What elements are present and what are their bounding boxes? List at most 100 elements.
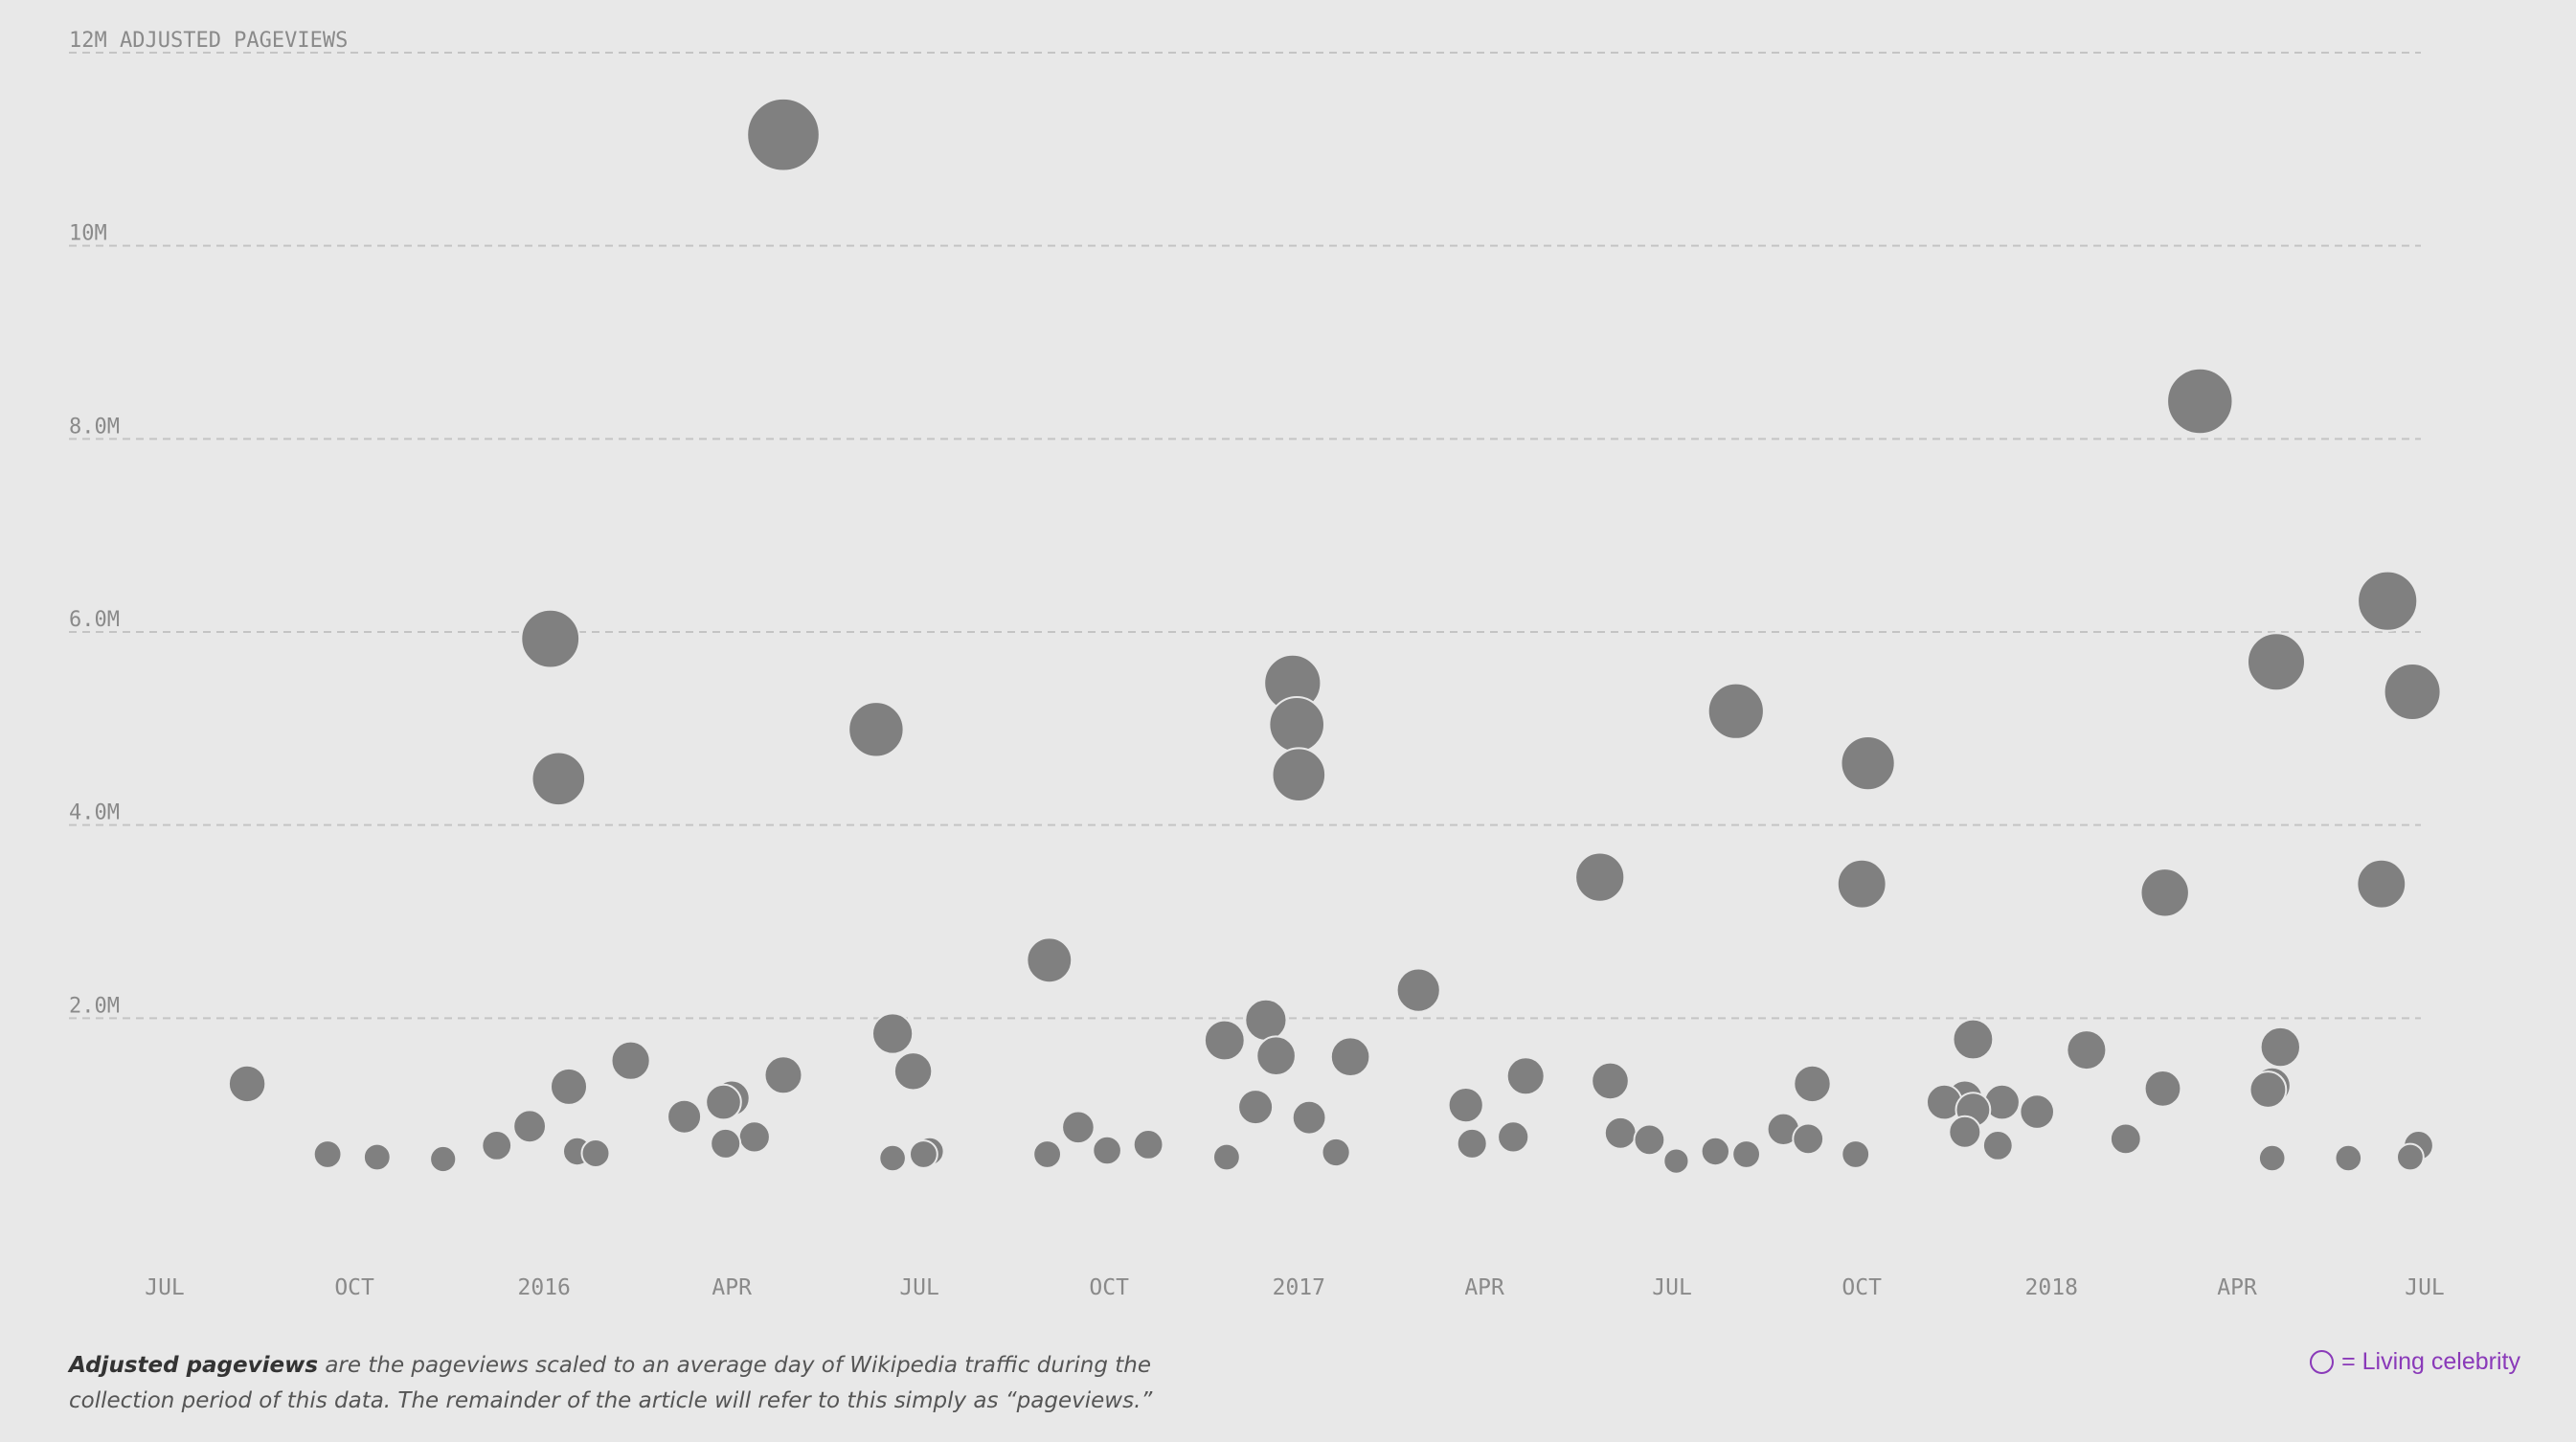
data-point[interactable] <box>737 1120 771 1154</box>
data-point[interactable] <box>667 1098 703 1135</box>
x-tick-label: JUL <box>899 1275 939 1300</box>
y-tick-label: 6.0M <box>69 608 120 632</box>
data-point[interactable] <box>2357 570 2419 632</box>
data-point[interactable] <box>1662 1147 1690 1175</box>
data-point[interactable] <box>1291 1099 1327 1136</box>
data-point[interactable] <box>1840 735 1896 792</box>
data-point[interactable] <box>1026 936 1073 984</box>
y-tick-label: 2.0M <box>69 994 120 1018</box>
data-point[interactable] <box>1574 851 1626 903</box>
data-point[interactable] <box>1505 1056 1546 1096</box>
data-point[interactable] <box>1603 1115 1638 1150</box>
data-point[interactable] <box>1321 1137 1351 1168</box>
data-point[interactable] <box>1792 1122 1825 1156</box>
data-point[interactable] <box>710 1127 742 1160</box>
legend-label: = Living celebrity <box>2341 1348 2520 1375</box>
data-point[interactable] <box>1497 1120 1530 1154</box>
footnote-term: Adjusted pageviews <box>69 1353 319 1378</box>
data-point[interactable] <box>2066 1029 2108 1071</box>
data-point[interactable] <box>705 1083 742 1121</box>
y-tick-label: 12M ADJUSTED PAGEVIEWS <box>69 29 348 53</box>
data-point[interactable] <box>2356 858 2407 910</box>
data-point[interactable] <box>1706 682 1765 740</box>
data-point[interactable] <box>746 97 821 172</box>
data-point[interactable] <box>2247 632 2306 692</box>
data-point[interactable] <box>550 1067 588 1106</box>
data-point[interactable] <box>909 1139 938 1169</box>
x-tick-label: JUL <box>2405 1275 2445 1300</box>
x-tick-label: OCT <box>1842 1275 1882 1300</box>
data-point[interactable] <box>1203 1019 1246 1062</box>
x-tick-label: OCT <box>334 1275 374 1300</box>
data-point[interactable] <box>1244 998 1288 1042</box>
legend: = Living celebrity <box>2310 1348 2520 1376</box>
data-point[interactable] <box>893 1051 934 1092</box>
living-celebrity-ring-icon <box>2310 1350 2335 1374</box>
data-point[interactable] <box>1456 1127 1488 1160</box>
x-tick-label: 2018 <box>2025 1275 2078 1300</box>
y-axis-ticks: 2.0M 4.0M 6.0M 8.0M 10M 12M ADJUSTED PAGEVIEW… <box>69 29 348 1018</box>
data-point[interactable] <box>1212 1142 1241 1172</box>
data-point[interactable] <box>1329 1036 1371 1077</box>
data-point[interactable] <box>512 1109 547 1144</box>
data-point[interactable] <box>2334 1143 2363 1173</box>
data-point[interactable] <box>2139 867 2190 918</box>
data-point[interactable] <box>1395 967 1441 1013</box>
x-tick-label: 2017 <box>1273 1275 1325 1300</box>
footnote: Adjusted pageviews are the pageviews sca… <box>69 1348 1218 1419</box>
data-point[interactable] <box>227 1064 267 1104</box>
y-tick-label: 10M <box>69 222 107 246</box>
data-point[interactable] <box>878 1143 907 1173</box>
data-point[interactable] <box>580 1138 611 1168</box>
data-point[interactable] <box>2257 1143 2287 1173</box>
data-point[interactable] <box>1237 1089 1275 1126</box>
data-point[interactable] <box>1981 1130 2014 1161</box>
data-point[interactable] <box>1092 1135 1122 1166</box>
data-point[interactable] <box>1793 1064 1832 1104</box>
scatter-chart: 2.0M 4.0M 6.0M 8.0M 10M 12M ADJUSTED PAGEVIEW… <box>69 29 2445 1300</box>
data-point[interactable] <box>1952 1018 1995 1061</box>
data-point[interactable] <box>2259 1025 2302 1069</box>
data-point[interactable] <box>2166 367 2234 436</box>
data-point[interactable] <box>1132 1129 1164 1160</box>
data-point[interactable] <box>312 1139 343 1169</box>
x-tick-label: APR <box>712 1275 752 1300</box>
data-point[interactable] <box>763 1055 803 1095</box>
data-point[interactable] <box>1032 1139 1062 1169</box>
data-point[interactable] <box>1731 1139 1761 1169</box>
x-axis-ticks: JUL OCT 2016 APR JUL OCT 2017 APR JUL OCT 2018 APR J… <box>145 1275 2445 1300</box>
x-tick-label: JUL <box>1652 1275 1692 1300</box>
data-point[interactable] <box>2019 1093 2055 1130</box>
data-point[interactable] <box>1841 1139 1871 1169</box>
data-point[interactable] <box>520 608 581 669</box>
data-point[interactable] <box>1447 1087 1484 1124</box>
data-point[interactable] <box>362 1142 392 1172</box>
data-point[interactable] <box>1255 1035 1297 1076</box>
data-points <box>227 97 2442 1175</box>
data-point[interactable] <box>481 1130 513 1161</box>
data-point[interactable] <box>429 1144 458 1174</box>
data-point[interactable] <box>2248 1070 2288 1109</box>
data-point[interactable] <box>2143 1070 2182 1108</box>
data-point[interactable] <box>1061 1110 1096 1145</box>
data-point[interactable] <box>1700 1136 1731 1167</box>
y-tick-label: 8.0M <box>69 415 120 439</box>
data-point[interactable] <box>1591 1061 1630 1101</box>
x-tick-label: JUL <box>145 1275 185 1300</box>
data-point[interactable] <box>847 701 905 758</box>
data-point[interactable] <box>2396 1142 2425 1172</box>
grid-lines <box>69 52 2421 1020</box>
data-point[interactable] <box>2383 663 2442 721</box>
data-point[interactable] <box>1836 858 1887 910</box>
x-tick-label: APR <box>2217 1275 2257 1300</box>
data-point[interactable] <box>531 751 587 807</box>
data-point[interactable] <box>1271 747 1327 803</box>
y-tick-label: 4.0M <box>69 801 120 825</box>
footnote-text: are the pageviews scaled to an average d… <box>69 1353 1153 1413</box>
data-point[interactable] <box>1268 696 1325 754</box>
data-point[interactable] <box>871 1012 915 1055</box>
data-point[interactable] <box>610 1040 651 1081</box>
data-point[interactable] <box>1633 1123 1666 1157</box>
data-point[interactable] <box>2109 1122 2142 1156</box>
data-point[interactable] <box>1948 1115 1982 1149</box>
